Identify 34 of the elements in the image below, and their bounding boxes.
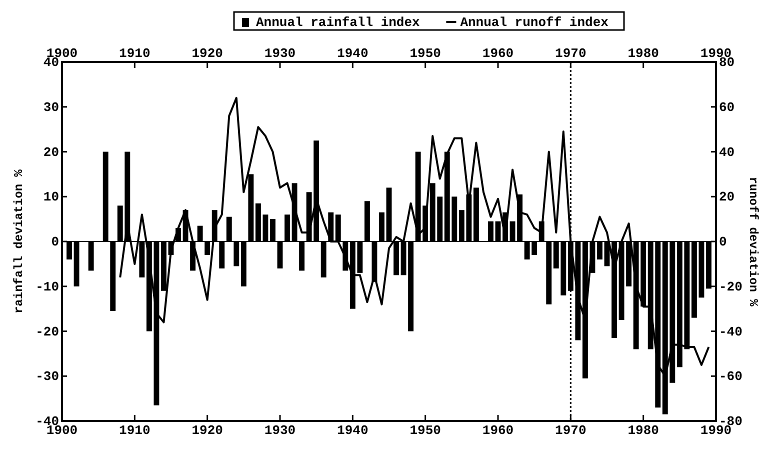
- y2-tick-label: 40: [719, 144, 735, 160]
- x-tick-label: 1960: [482, 46, 514, 61]
- x2-tick-label: 1930: [264, 423, 296, 438]
- x-tick-label: 1910: [119, 46, 150, 61]
- x-tick-label: 1950: [410, 46, 442, 61]
- y2-tick-label: -20: [719, 279, 743, 294]
- y2-tick-label: -40: [719, 324, 743, 340]
- y-tick-label: 10: [43, 190, 60, 205]
- y2-tick-label: 0: [719, 234, 727, 250]
- x2-tick-label: 1920: [192, 423, 224, 438]
- x-tick-label: 1970: [555, 46, 586, 61]
- legend-label: Annual rainfall index: [256, 15, 420, 30]
- y-tick-label: 30: [43, 100, 60, 115]
- y-tick-label: 0: [51, 234, 60, 250]
- y2-tick-label: 20: [719, 190, 735, 205]
- x-tick-label: 1940: [337, 46, 368, 61]
- y2-tick-label: -60: [719, 369, 743, 384]
- y-tick-label: -10: [36, 279, 60, 294]
- x2-tick-label: 1960: [482, 423, 514, 438]
- x2-tick-label: 1970: [555, 423, 586, 438]
- y-tick-label: 20: [43, 144, 60, 160]
- x-tick-label: 1980: [628, 46, 660, 61]
- y2-axis-title: runoff deviation %: [746, 176, 760, 308]
- x2-tick-label: 1950: [410, 423, 442, 438]
- x2-tick-label: 1910: [119, 423, 150, 438]
- x-tick-label: 1920: [192, 46, 224, 61]
- x2-tick-label: 1940: [337, 423, 368, 438]
- y-tick-label: -20: [36, 324, 60, 340]
- x-tick-label: 1930: [264, 46, 296, 61]
- x2-tick-label: 1980: [628, 423, 660, 438]
- y2-tick-label: 60: [719, 100, 735, 115]
- y-axis-title: rainfall deviation %: [12, 168, 26, 314]
- legend-label: Annual runoff index: [460, 15, 609, 30]
- y-tick-label: -30: [36, 369, 60, 384]
